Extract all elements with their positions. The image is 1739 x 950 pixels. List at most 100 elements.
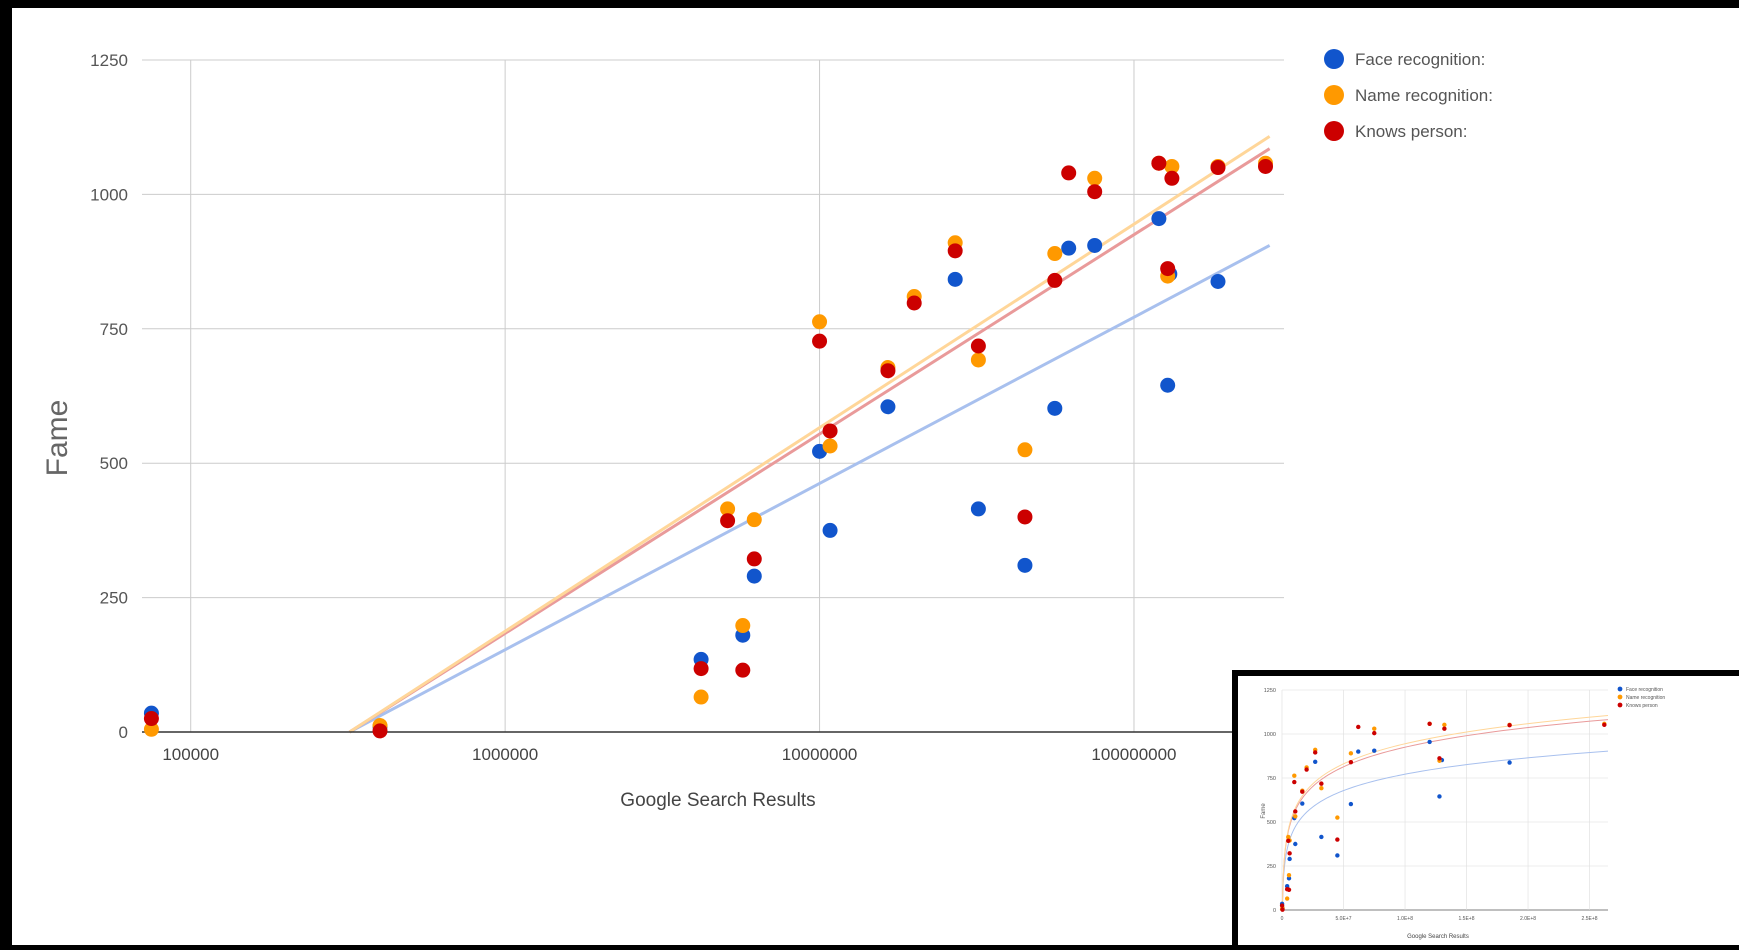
inset-data-point: [1292, 779, 1297, 785]
x-tick-label: 100000000: [1091, 745, 1176, 764]
data-point: [1017, 557, 1033, 573]
data-point: [812, 333, 828, 349]
main-trendlines: [348, 135, 1271, 734]
inset-x-axis-label: Google Search Results: [1407, 934, 1469, 940]
data-point: [1047, 246, 1063, 262]
inset-data-point: [1293, 809, 1298, 814]
inset-data-point: [1287, 856, 1292, 862]
trendline: [348, 135, 1271, 734]
inset-data-point: [1280, 907, 1285, 912]
x-tick-label: 10000000: [782, 745, 858, 764]
data-point: [1164, 170, 1180, 186]
inset-data-point: [1372, 726, 1377, 731]
data-point: [143, 721, 159, 737]
inset-gridlines: 0 250 500 750 1000 1250 0 5.0E+7 1.0E+8 1.5E+8 2.0…: [1264, 688, 1608, 922]
inset-data-point: [1293, 814, 1298, 819]
inset-data-point: [1335, 853, 1340, 858]
data-point: [693, 661, 709, 677]
inset-legend: Face recognition Name recognition Knows pe…: [1617, 686, 1665, 709]
inset-data-point: [1356, 724, 1361, 730]
inset-data-point: [1279, 903, 1285, 908]
inset-x-tick-label: 1.0E+8: [1397, 916, 1413, 922]
data-point: [970, 501, 986, 517]
inset-data-point: [1300, 801, 1305, 806]
data-point: [143, 711, 159, 727]
main-x-axis-label: Google Search Results: [620, 790, 815, 811]
data-point: [880, 363, 896, 379]
inset-data-point: [1313, 759, 1318, 765]
data-point: [372, 723, 388, 739]
inset-data-point: [1300, 789, 1305, 794]
inset-y-tick-label: 0: [1273, 908, 1276, 914]
inset-legend-label: Knows person: [1626, 703, 1658, 709]
legend-marker: [1324, 121, 1344, 141]
data-point: [1160, 261, 1176, 277]
inset-data-point: [1335, 815, 1340, 820]
inset-data-point: [1372, 748, 1377, 753]
inset-data-point: [1286, 838, 1291, 844]
inset-data-point: [1286, 887, 1292, 892]
data-point: [970, 338, 986, 354]
inset-y-tick-label: 1250: [1264, 688, 1276, 694]
inset-legend-label: Face recognition: [1626, 687, 1663, 693]
data-point: [1151, 211, 1167, 227]
data-point: [735, 662, 751, 678]
y-tick-label: 1000: [90, 185, 128, 204]
inset-data-point: [1304, 767, 1309, 772]
inset-data-point: [1293, 841, 1298, 847]
data-point: [1258, 158, 1274, 174]
inset-chart-panel: 0 250 500 750 1000 1250 0 5.0E+7 1.0E+8 1.5E+8 2.0…: [1238, 676, 1739, 945]
inset-data-point: [1427, 721, 1432, 726]
inset-data-point: [1348, 751, 1354, 756]
inset-data-point: [1319, 834, 1324, 840]
inset-data-point: [1602, 722, 1607, 728]
inset-data-point: [1287, 851, 1292, 856]
data-point: [746, 512, 762, 528]
inset-data-point: [1292, 773, 1297, 778]
legend-marker: [1324, 85, 1344, 105]
inset-data-point: [1284, 896, 1290, 901]
data-point: [1087, 237, 1103, 253]
trendline: [348, 147, 1271, 734]
x-tick-label: 1000000: [472, 745, 538, 764]
legend-label: Knows person:: [1355, 122, 1467, 141]
left-border: [0, 0, 12, 945]
inset-data-point: [1442, 726, 1447, 731]
main-points: [143, 155, 1274, 739]
main-chart: 0 250 500 750 1000 1250 100000 1000000 10000000 1…: [41, 49, 1493, 811]
data-point: [1087, 170, 1103, 186]
inset-legend-marker: [1617, 694, 1623, 700]
legend-marker: [1324, 49, 1344, 69]
data-point: [822, 423, 838, 439]
inset-data-point: [1286, 872, 1292, 878]
data-point: [720, 501, 736, 517]
inset-data-point: [1507, 723, 1512, 728]
legend-label: Name recognition:: [1355, 86, 1493, 105]
inset-y-tick-label: 1000: [1264, 732, 1276, 738]
inset-x-tick-label: 5.0E+7: [1336, 916, 1352, 922]
data-point: [1210, 273, 1226, 289]
inset-trendline: [1281, 750, 1609, 911]
inset-trendlines: [1281, 715, 1609, 911]
data-point: [970, 352, 986, 368]
inset-data-point: [1319, 781, 1324, 786]
main-y-axis-label: Fame: [41, 400, 74, 477]
data-point: [1017, 509, 1033, 525]
inset-data-point: [1286, 834, 1291, 840]
inset-data-point: [1286, 876, 1292, 881]
data-point: [720, 513, 736, 529]
inset-y-axis-label: Fame: [1261, 803, 1267, 819]
inset-chart-frame: 0 250 500 750 1000 1250 0 5.0E+7 1.0E+8 1.5E+8 2.0…: [1232, 670, 1739, 945]
inset-y-tick-label: 750: [1267, 776, 1276, 782]
inset-data-point: [1356, 749, 1361, 754]
data-point: [693, 689, 709, 705]
inset-y-tick-label: 500: [1267, 820, 1276, 826]
data-point: [1151, 155, 1167, 171]
y-tick-label: 500: [100, 454, 128, 473]
main-legend: Face recognition: Name recognition: Knows …: [1324, 49, 1493, 141]
data-point: [822, 522, 838, 538]
inset-data-point: [1313, 750, 1318, 755]
data-point: [1160, 377, 1176, 393]
data-point: [822, 438, 838, 454]
main-gridlines: [142, 59, 1284, 732]
